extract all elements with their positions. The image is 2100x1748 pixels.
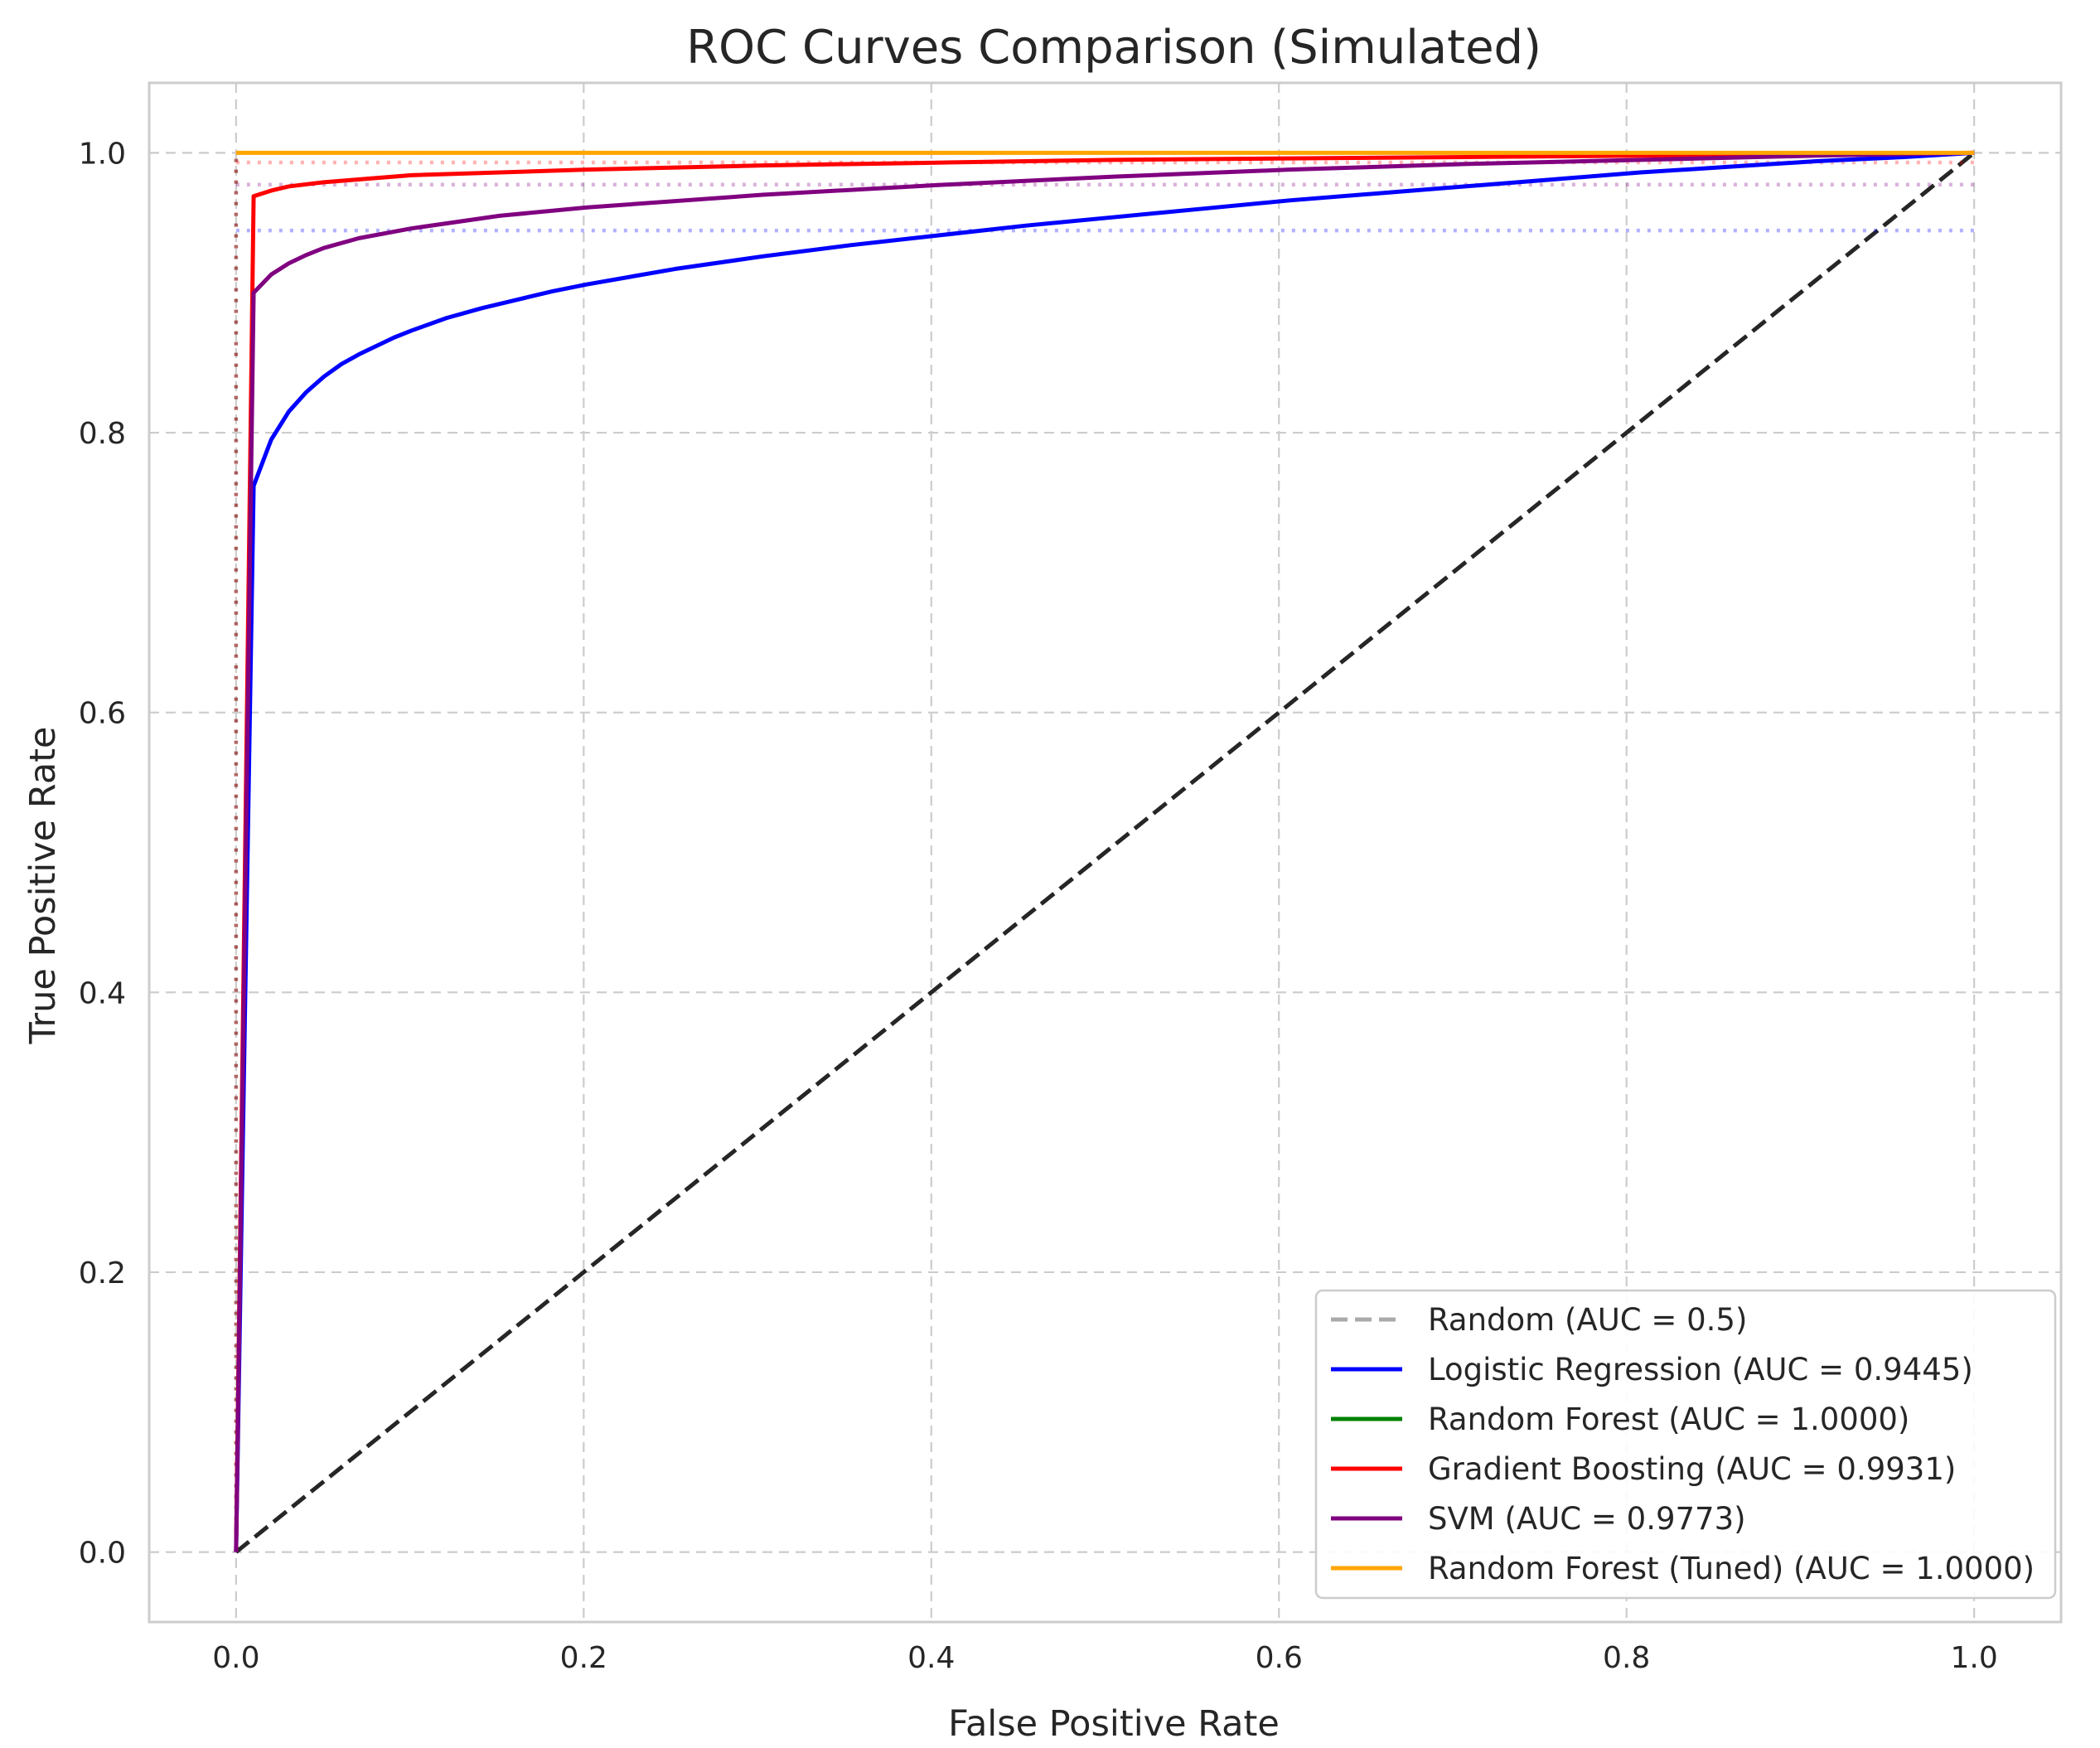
series-line bbox=[234, 150, 1975, 1552]
x-tick-label: 0.2 bbox=[560, 1641, 607, 1675]
x-tick-label: 1.0 bbox=[1951, 1641, 1998, 1675]
y-tick-label: 0.4 bbox=[79, 976, 126, 1010]
x-axis-label: False Positive Rate bbox=[948, 1703, 1280, 1745]
chart-title: ROC Curves Comparison (Simulated) bbox=[686, 21, 1541, 75]
series-line bbox=[234, 150, 1975, 1552]
y-tick-label: 0.8 bbox=[79, 417, 126, 451]
legend-label: Gradient Boosting (AUC = 0.9931) bbox=[1428, 1451, 1956, 1487]
x-tick-label: 0.6 bbox=[1256, 1641, 1303, 1675]
legend-box bbox=[1314, 1289, 2057, 1600]
legend: Random (AUC = 0.5) Logistic Regression (A… bbox=[1314, 1289, 2057, 1600]
legend-label: Random Forest (AUC = 1.0000) bbox=[1428, 1402, 1909, 1437]
reference-line bbox=[235, 151, 1976, 1554]
tick-labels: 0.0 0.2 0.4 0.6 0.8 1.0 0.0 0.2 0.4 0.6 0.8 1.0 bbox=[79, 137, 1998, 1675]
plot-frame bbox=[148, 81, 2063, 1624]
y-tick-label: 0.0 bbox=[79, 1537, 126, 1571]
legend-label: Random (AUC = 0.5) bbox=[1428, 1302, 1747, 1338]
legend-label: SVM (AUC = 0.9773) bbox=[1428, 1501, 1746, 1537]
reference-lines bbox=[234, 151, 1976, 1554]
series-line bbox=[234, 150, 1975, 1552]
y-tick-label: 0.2 bbox=[79, 1257, 126, 1290]
series-lines bbox=[234, 150, 1975, 1552]
x-tick-label: 0.0 bbox=[212, 1641, 259, 1675]
y-tick-label: 0.6 bbox=[79, 697, 126, 731]
legend-label: Random Forest (Tuned) (AUC = 1.0000) bbox=[1428, 1551, 2035, 1586]
x-tick-label: 0.8 bbox=[1603, 1641, 1650, 1675]
legend-label: Logistic Regression (AUC = 0.9445) bbox=[1428, 1352, 1973, 1387]
y-tick-label: 1.0 bbox=[79, 137, 126, 171]
y-axis-label: True Positive Rate bbox=[22, 726, 64, 1044]
x-tick-label: 0.4 bbox=[907, 1641, 955, 1675]
